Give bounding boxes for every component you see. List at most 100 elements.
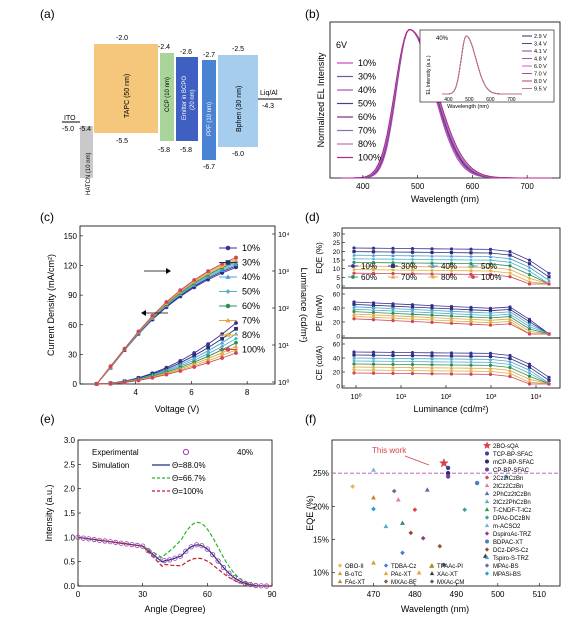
tick-label-d-0-0: 0 (336, 284, 340, 291)
experimental-point (134, 542, 140, 549)
legend-f-bottom-marker-OBO-II (337, 563, 343, 568)
simulation-100-curve (77, 536, 272, 587)
legend-c-label-40%: 40% (242, 272, 260, 282)
tick-label-c-y2-0: 10⁰ (278, 378, 289, 387)
experimental-point (86, 536, 92, 542)
panel-d-ylabel-ce: CE (cd/A) (315, 345, 324, 380)
d-curve-1-50% (353, 308, 550, 335)
legend-f-bottom-label-PAc-XT: PAc-XT (391, 572, 412, 578)
liq-value: -4.3 (262, 103, 274, 110)
panel-label-c: (c) (40, 210, 54, 224)
legend-f-label-2PhCz2tCzBn: 2PhCz2tCzBn (493, 492, 531, 498)
legend-b-label-70%: 70% (358, 126, 376, 136)
legend-f-marker-MPASi-BS (484, 571, 490, 576)
legend-c-marker-100% (225, 347, 231, 352)
inset-legend-label-4: 6.0 V (534, 64, 547, 70)
tick-label-d-1-0: 0 (336, 334, 340, 341)
point-Tspiro-S-TRZ (503, 473, 509, 479)
bphen-bottom: -6.0 (232, 151, 244, 158)
experimental-point (263, 583, 270, 589)
tick-label-c-y-0: 0 (73, 380, 78, 389)
experimental-point (258, 583, 264, 589)
c-current-curve-50% (96, 338, 237, 385)
d-curve-2-40% (353, 357, 550, 384)
panel-b-xlabel: Wavelength (nm) (411, 194, 479, 204)
d-curve-1-80% (353, 316, 550, 335)
legend-c-label-70%: 70% (242, 316, 260, 326)
legend-d-label-10%: 10% (361, 262, 377, 271)
inset-legend-label-1: 3.4 V (534, 42, 547, 48)
legend-d-marker-60% (351, 275, 355, 279)
panel-d-ticks: 10⁰ 10¹ 10² 10³ 10⁴0510152025300204060020406… (333, 232, 542, 402)
c-current-curve-70% (96, 346, 237, 385)
inset-legend-label-2: 4.1 V (534, 49, 547, 55)
legend-d-label-40%: 40% (441, 262, 457, 271)
tick-label-c-y-120: 120 (64, 262, 78, 271)
experimental-point (80, 535, 87, 541)
panel-e-ylabel: Intensity (a.u.) (44, 484, 54, 541)
point-2tCz2CzBn (395, 497, 401, 502)
experimental-point (107, 539, 113, 545)
this-work-arrow (404, 455, 430, 466)
tick-label-e-x-0: 0 (76, 590, 81, 599)
legend-c-label-50%: 50% (242, 287, 260, 297)
experimental-point (177, 553, 183, 559)
c-luminance-curve-60% (96, 261, 237, 385)
panel-c-y2ticks: 10⁰ 10¹ 10² 10³ 10⁴ (272, 230, 290, 387)
ccp-top: -2.4 (158, 44, 170, 51)
point-2BO-sQA (438, 457, 449, 468)
legend-f-bottom-marker-PAc-XT (383, 571, 389, 576)
legend-f-marker-BDPAC-XT (484, 539, 489, 544)
panel-c-frame (79, 225, 276, 385)
tick-label-d-2-0: 0 (336, 384, 340, 391)
experimental-point (150, 552, 156, 558)
legend-b-label-30%: 30% (358, 72, 376, 82)
experimental-point (123, 541, 130, 547)
legend-f-label-2tCz2CzBn: 2tCz2CzBn (493, 484, 523, 490)
panel-c-legend: 10% 30% 40% 50% 60% 70% 80% 100% (219, 243, 265, 355)
experimental-point (204, 546, 210, 552)
legend-f-marker-DCz-DPS-Cz (484, 547, 490, 552)
d-curve-2-100% (353, 372, 549, 385)
legend-d-marker-70% (390, 274, 396, 279)
point-PAc-XT (416, 570, 422, 575)
legend-f-marker-2tCz2CzBn (484, 483, 490, 488)
point-OBO-II (350, 484, 356, 489)
experimental-point (161, 557, 167, 564)
bphen-top: -2.5 (232, 46, 244, 53)
inset-ylabel: EL Intensity (a.u.) (426, 55, 432, 94)
d-curve-0-10% (353, 247, 550, 274)
tick-label-c-x-8: 8 (245, 388, 250, 397)
tick-label-c-y2-4: 10⁴ (278, 230, 290, 239)
inset-tick-600: 600 (486, 97, 495, 103)
panel-b-frame (329, 21, 561, 179)
legend-f-bottom-marker-MXAc-CM (429, 579, 435, 584)
experimental-point (113, 539, 119, 546)
point-DspiroAc-TRZ (420, 535, 426, 541)
d-curve-0-60% (353, 262, 550, 285)
panel-f-ticks: 470 480 490 500 510 10% 15% 20% 25% (313, 469, 547, 599)
inset-annotation: 40% (436, 36, 449, 42)
legend-f-label-2BO-sQA: 2BO-sQA (493, 444, 519, 450)
tick-label-d-0-3: 15 (333, 258, 341, 265)
d-curve-0-50% (353, 258, 550, 285)
panel-d-frame-ce (341, 337, 561, 389)
ccp-layer (160, 53, 174, 141)
ccp-bottom: -5.8 (158, 147, 170, 154)
legend-f-marker-mCP-BP-SFAC (484, 459, 489, 464)
legend-f-marker-Tspiro-S-TRZ (484, 555, 490, 560)
legend-f-marker-DPAc-DCzBN (484, 515, 490, 520)
experimental-point (188, 544, 194, 550)
legend-c-marker-40% (225, 274, 231, 279)
bphen-label: Bphen (30 nm) (236, 86, 243, 132)
point-TDBA-Cz (400, 550, 405, 556)
point-2tCz2PhCzBn (383, 523, 389, 529)
inset-xticks: 400 500 600 700 (444, 97, 516, 103)
legend-f-bottom-marker-MXAc-BF (383, 579, 389, 584)
experimental-point (231, 575, 237, 581)
experimental-point (145, 547, 151, 554)
legend-c-marker-80% (224, 331, 232, 338)
ccp-label: CCP (10 nm) (165, 77, 171, 112)
emitter-top: -2.6 (180, 49, 192, 56)
